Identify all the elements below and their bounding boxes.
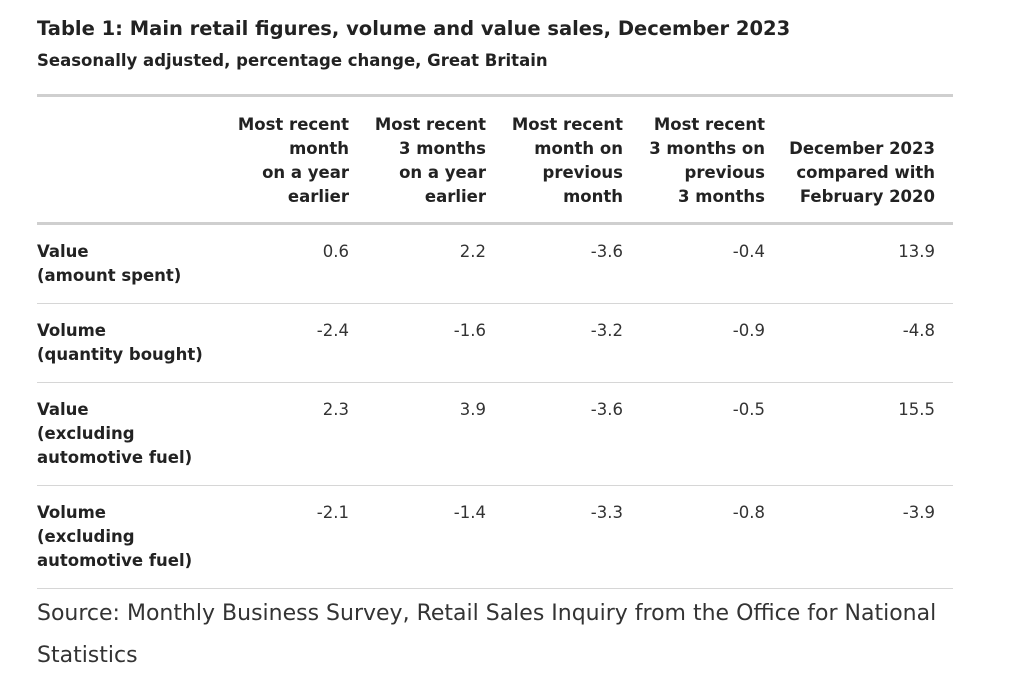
header-line: compared with xyxy=(796,163,935,182)
table-cell: -0.4 xyxy=(623,223,765,304)
row-label-line: Value xyxy=(37,400,89,419)
row-label-line: Volume xyxy=(37,321,106,340)
row-label-line: Volume xyxy=(37,503,106,522)
header-line: December 2023 xyxy=(789,139,935,158)
table-cell: -2.4 xyxy=(212,303,349,383)
table-cell: -2.1 xyxy=(212,485,349,589)
table-cell: 13.9 xyxy=(765,223,953,304)
header-line: previous xyxy=(684,163,765,182)
table-cell: 15.5 xyxy=(765,382,953,486)
header-dec2023-vs-feb2020: December 2023 compared with February 202… xyxy=(765,97,953,225)
row-label-line: (amount spent) xyxy=(37,266,182,285)
header-line: Most recent xyxy=(374,115,486,134)
header-line: Most recent xyxy=(653,115,765,134)
table-cell: -3.2 xyxy=(486,303,623,383)
header-line: on a year xyxy=(399,163,486,182)
header-line: earlier xyxy=(287,187,349,206)
row-label-volume-excluding-fuel: Volume (excluding automotive fuel) xyxy=(37,485,212,589)
header-line: 3 months xyxy=(678,187,765,206)
header-line: Most recent xyxy=(237,115,349,134)
header-line: on a year xyxy=(262,163,349,182)
table-cell: 2.3 xyxy=(212,382,349,486)
row-label-line: automotive fuel) xyxy=(37,551,193,570)
header-line: month xyxy=(563,187,623,206)
header-line: previous xyxy=(542,163,623,182)
row-label-value-excluding-fuel: Value (excluding automotive fuel) xyxy=(37,382,212,486)
header-3months-on-previous-3months: Most recent 3 months on previous 3 month… xyxy=(623,97,765,225)
table-subtitle: Seasonally adjusted, percentage change, … xyxy=(37,51,548,70)
header-3months-on-year: Most recent 3 months on a year earlier xyxy=(349,97,486,225)
header-line: earlier xyxy=(424,187,486,206)
row-label-line: (excluding xyxy=(37,527,135,546)
header-line: month xyxy=(289,139,349,158)
table-row: Volume (quantity bought) -2.4 -1.6 -3.2 … xyxy=(37,303,953,383)
row-label-line: automotive fuel) xyxy=(37,448,193,467)
row-label-line: (quantity bought) xyxy=(37,345,203,364)
table-cell: -3.3 xyxy=(486,485,623,589)
retail-figures-table: Most recent month on a year earlier Most… xyxy=(37,97,953,589)
table-row: Value (excluding automotive fuel) 2.3 3.… xyxy=(37,382,953,486)
retail-table-figure: Table 1: Main retail figures, volume and… xyxy=(37,14,953,677)
header-line: February 2020 xyxy=(799,187,935,206)
row-label-value-amount-spent: Value (amount spent) xyxy=(37,223,212,304)
table-cell: -1.6 xyxy=(349,303,486,383)
table-cell: 0.6 xyxy=(212,223,349,304)
table-row: Volume (excluding automotive fuel) -2.1 … xyxy=(37,485,953,589)
table-cell: -0.9 xyxy=(623,303,765,383)
header-blank xyxy=(37,97,212,225)
table-top-rule xyxy=(37,94,953,97)
table-cell: -3.6 xyxy=(486,382,623,486)
header-line: Most recent xyxy=(511,115,623,134)
table-cell: -3.9 xyxy=(765,485,953,589)
row-label-line: Value xyxy=(37,242,89,261)
header-line: month on xyxy=(534,139,623,158)
table-row: Value (amount spent) 0.6 2.2 -3.6 -0.4 1… xyxy=(37,223,953,304)
header-line: 3 months xyxy=(399,139,486,158)
table-cell: -4.8 xyxy=(765,303,953,383)
table-cell: -0.5 xyxy=(623,382,765,486)
header-month-on-previous-month: Most recent month on previous month xyxy=(486,97,623,225)
table-cell: -3.6 xyxy=(486,223,623,304)
table-cell: 3.9 xyxy=(349,382,486,486)
table-cell: 2.2 xyxy=(349,223,486,304)
table-cell: -0.8 xyxy=(623,485,765,589)
table-title: Table 1: Main retail figures, volume and… xyxy=(37,17,791,40)
header-row: Most recent month on a year earlier Most… xyxy=(37,97,953,225)
table-cell: -1.4 xyxy=(349,485,486,589)
header-month-on-year: Most recent month on a year earlier xyxy=(212,97,349,225)
header-line: 3 months on xyxy=(649,139,765,158)
row-label-volume-quantity-bought: Volume (quantity bought) xyxy=(37,303,212,383)
source-note: Source: Monthly Business Survey, Retail … xyxy=(37,601,937,668)
row-label-line: (excluding xyxy=(37,424,135,443)
